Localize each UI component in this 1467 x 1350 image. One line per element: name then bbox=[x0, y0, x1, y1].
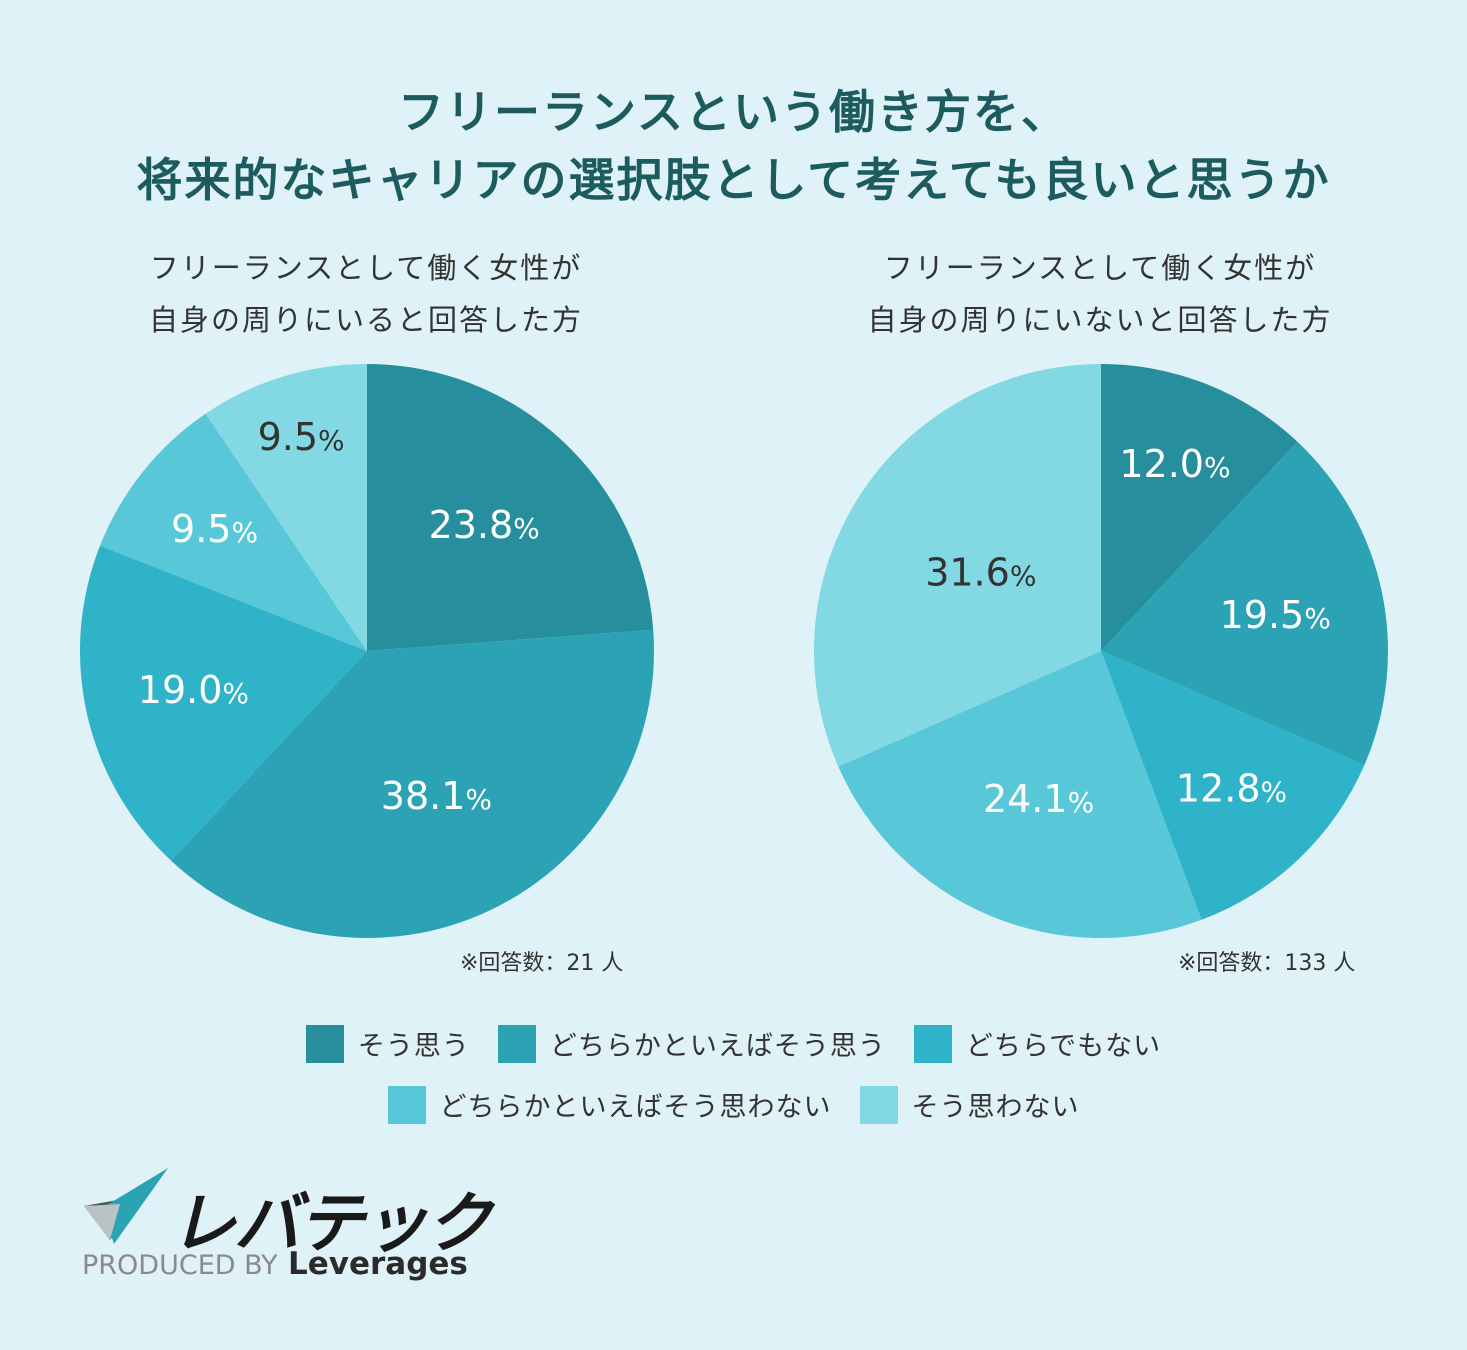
legend-item-dochira-demo-nai: どちらでもない bbox=[913, 1024, 1162, 1063]
pie-slice-2 bbox=[1101, 441, 1388, 765]
pie-slice-4 bbox=[100, 413, 368, 651]
legend-swatch bbox=[913, 1024, 952, 1063]
left-chart-title-line-1: フリーランスとして働く女性が bbox=[149, 251, 583, 285]
legend-item-dochiraka-omowanai: どちらかといえばそう思わない bbox=[387, 1085, 832, 1124]
page-title: フリーランスという働き方を、 将来的なキャリアの選択肢として考えても良いと思うか bbox=[0, 78, 1467, 214]
right-chart-title: フリーランスとして働く女性が 自身の周りにいないと回答した方 bbox=[800, 242, 1400, 346]
legend-row-1: そう思う どちらかといえばそう思う どちらでもない bbox=[0, 1024, 1467, 1063]
pie-label-1: 23.8% bbox=[429, 503, 540, 547]
pie-label-1: 12.0% bbox=[1119, 442, 1230, 486]
pie-slice-5 bbox=[205, 364, 367, 651]
legend-label: そう思う bbox=[357, 1031, 470, 1062]
pie-label-5: 9.5% bbox=[258, 415, 345, 459]
logo-teal-shape bbox=[102, 1168, 168, 1244]
logo-light-shape bbox=[84, 1204, 120, 1240]
legend-label: どちらでもない bbox=[965, 1031, 1162, 1062]
left-chart-title-line-2: 自身の周りにいると回答した方 bbox=[148, 303, 583, 337]
legend-item-dochiraka-omou: どちらかといえばそう思う bbox=[497, 1024, 886, 1063]
logo-brand-name: レバテック bbox=[170, 1185, 492, 1262]
pie-slice-4 bbox=[838, 651, 1202, 938]
left-response-count: ※回答数：21 人 bbox=[460, 951, 624, 976]
legend-swatch bbox=[859, 1085, 898, 1124]
pie-slice-2 bbox=[171, 629, 654, 938]
pie-label-4: 24.1% bbox=[983, 777, 1094, 821]
logo-company-name: Leverages bbox=[288, 1246, 468, 1282]
legend-swatch bbox=[387, 1085, 426, 1124]
left-chart-title: フリーランスとして働く女性が 自身の周りにいると回答した方 bbox=[66, 242, 666, 346]
legend-row-2: どちらかといえばそう思わない そう思わない bbox=[0, 1085, 1467, 1124]
logo-produced-by: PRODUCED BY bbox=[82, 1250, 278, 1281]
legend-swatch bbox=[497, 1024, 536, 1063]
pie-label-2: 38.1% bbox=[381, 774, 492, 818]
right-chart-title-line-1: フリーランスとして働く女性が bbox=[883, 251, 1317, 285]
pie-slice-1 bbox=[367, 364, 654, 651]
legend-label: どちらかといえばそう思う bbox=[549, 1031, 886, 1062]
pie-label-4: 9.5% bbox=[171, 507, 258, 551]
pie-slice-1 bbox=[1101, 364, 1298, 651]
pie-label-3: 12.8% bbox=[1176, 766, 1287, 810]
title-line-2: 将来的なキャリアの選択肢として考えても良いと思うか bbox=[136, 153, 1331, 207]
legend-label: そう思わない bbox=[911, 1092, 1080, 1123]
legend-item-sou-omowanai: そう思わない bbox=[859, 1085, 1080, 1124]
legend-swatch bbox=[305, 1024, 344, 1063]
levtech-logo-mark bbox=[84, 1168, 168, 1244]
right-response-count: ※回答数：133 人 bbox=[1178, 951, 1356, 976]
pie-label-3: 19.0% bbox=[138, 668, 249, 712]
pie-label-2: 19.5% bbox=[1220, 593, 1331, 637]
pie-slice-3 bbox=[1101, 651, 1365, 920]
legend-item-sou-omou: そう思う bbox=[305, 1024, 470, 1063]
right-chart-title-line-2: 自身の周りにいないと回答した方 bbox=[867, 303, 1333, 337]
pie-slice-5 bbox=[814, 364, 1101, 767]
pie-slice-3 bbox=[80, 545, 368, 861]
title-line-1: フリーランスという働き方を、 bbox=[397, 85, 1070, 139]
legend-label: どちらかといえばそう思わない bbox=[439, 1092, 832, 1123]
pie-label-5: 31.6% bbox=[925, 551, 1036, 595]
